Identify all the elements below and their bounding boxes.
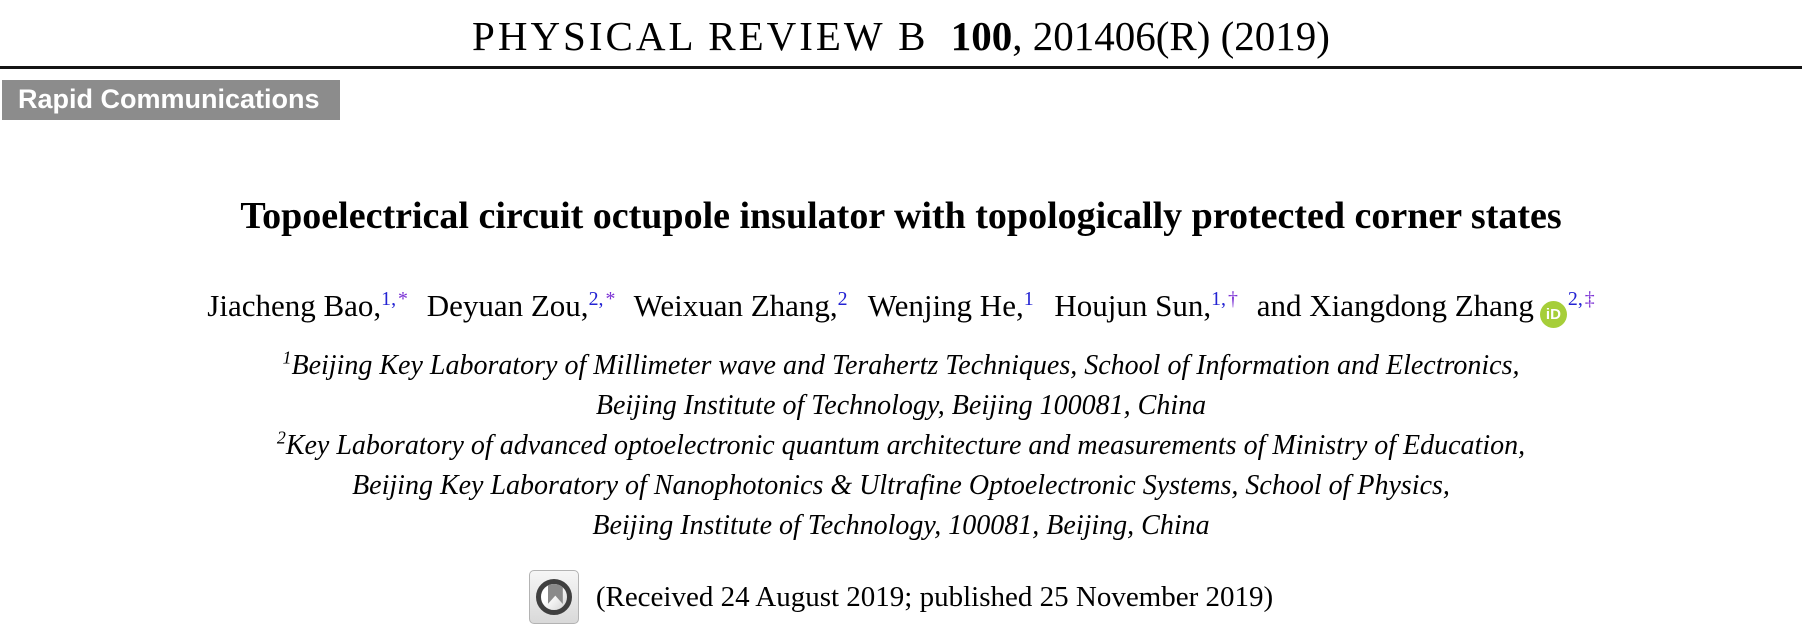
header-rule: [0, 66, 1802, 69]
journal-name: PHYSICAL REVIEW B: [472, 13, 929, 59]
journal-volume: 100: [950, 13, 1013, 59]
author-footnote-marker[interactable]: 2: [837, 287, 848, 310]
orcid-icon[interactable]: iD: [1539, 301, 1567, 328]
author-name: Deyuan Zou,: [426, 288, 589, 323]
author-name: Houjun Sun,: [1054, 288, 1212, 323]
affiliation-line: 1Beijing Key Laboratory of Millimeter wa…: [282, 347, 1520, 381]
author-line: Jiacheng Bao,1, * Deyuan Zou,2, * Weixuan …: [0, 288, 1802, 328]
author: Houjun Sun,1, †: [1054, 288, 1238, 323]
author: Deyuan Zou,2, *: [427, 288, 616, 323]
author: and Xiangdong Zhang iD2, ‡: [1256, 287, 1595, 328]
affiliation-line: 2Key Laboratory of advanced optoelectron…: [276, 427, 1526, 461]
crossmark-icon[interactable]: [528, 570, 579, 624]
journal-issue-info: , 201406(R) (2019): [1012, 13, 1330, 59]
author: Wenjing He,1: [868, 288, 1036, 323]
author-name: Weixuan Zhang,: [633, 288, 838, 323]
author-footnote-marker[interactable]: 2, *: [588, 287, 616, 310]
affiliations: 1Beijing Key Laboratory of Millimeter wa…: [0, 346, 1802, 546]
article-title: Topoelectrical circuit octupole insulato…: [240, 195, 1562, 237]
author: Jiacheng Bao,1, *: [207, 288, 408, 323]
received-row: (Received 24 August 2019; published 25 N…: [0, 570, 1802, 624]
affiliation-line: Beijing Institute of Technology, Beijing…: [595, 390, 1207, 421]
author-footnote-marker[interactable]: 1, *: [381, 287, 408, 310]
received-dates: (Received 24 August 2019; published 25 N…: [595, 580, 1274, 613]
author-footnote-marker[interactable]: 1, †: [1211, 287, 1238, 310]
rapid-communications-badge: Rapid Communications: [2, 80, 340, 120]
bookmark-icon: [547, 584, 563, 604]
journal-header: PHYSICAL REVIEW B 100, 201406(R) (2019): [0, 12, 1802, 60]
affiliation-line: Beijing Key Laboratory of Nanophotonics …: [352, 470, 1450, 501]
badge-label: Rapid Communications: [18, 84, 320, 114]
crossmark-ring: [535, 579, 572, 615]
author-name: Wenjing He,: [867, 288, 1024, 323]
author: Weixuan Zhang,2: [634, 288, 850, 323]
author-footnote-marker[interactable]: 2, ‡: [1567, 287, 1595, 310]
author-footnote-marker[interactable]: 1: [1023, 287, 1034, 310]
author-name: and Xiangdong Zhang: [1256, 288, 1534, 323]
affiliation-line: Beijing Institute of Technology, 100081,…: [592, 510, 1210, 541]
author-name: Jiacheng Bao,: [207, 288, 382, 323]
